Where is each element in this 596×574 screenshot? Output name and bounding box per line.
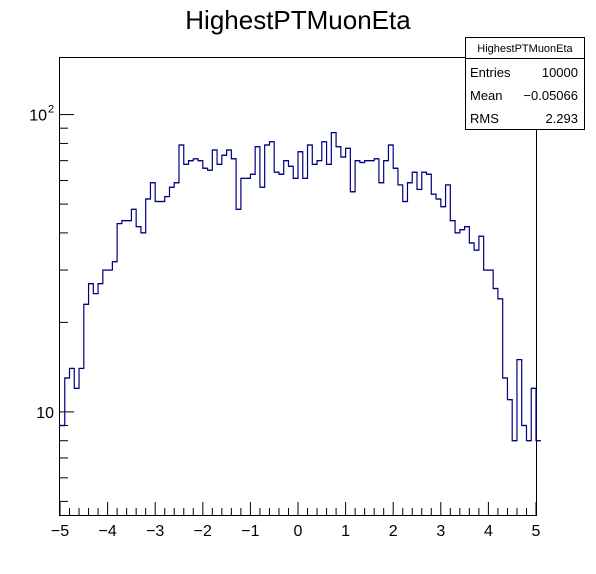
x-tick-label: 3: [436, 523, 445, 540]
x-tick-label: 2: [389, 523, 398, 540]
x-tick-label: −4: [98, 523, 116, 540]
x-axis: −5 −4 −3 −2 −1 0 1 2 3 4 5: [51, 502, 541, 540]
histogram-outline: [60, 131, 541, 442]
x-tick-label: −2: [194, 523, 212, 540]
stats-mean-value: −0.05066: [523, 88, 578, 103]
x-tick-label: 1: [341, 523, 350, 540]
x-tick-label: 0: [294, 523, 303, 540]
stats-rms-label: RMS: [470, 111, 499, 126]
stats-box-title: HighestPTMuonEta: [477, 43, 573, 55]
x-tick-label: −3: [146, 523, 164, 540]
plot-frame: [59, 57, 537, 516]
x-tick-label: 5: [532, 523, 541, 540]
stats-entries-value: 10000: [542, 65, 578, 80]
y-tick-label: 10: [29, 108, 47, 125]
x-tick-label: −1: [241, 523, 259, 540]
stats-entries-label: Entries: [470, 65, 511, 80]
x-tick-label: −5: [51, 523, 69, 540]
y-tick-label: 10: [36, 405, 54, 422]
chart-title: HighestPTMuonEta: [185, 5, 411, 35]
y-tick-exponent: 2: [48, 104, 54, 116]
stats-rms-value: 2.293: [545, 111, 578, 126]
x-tick-label: 4: [484, 523, 493, 540]
stats-mean-label: Mean: [470, 88, 503, 103]
stats-box: HighestPTMuonEta Entries 10000 Mean −0.0…: [465, 37, 585, 130]
stats-box-frame: [465, 37, 585, 130]
